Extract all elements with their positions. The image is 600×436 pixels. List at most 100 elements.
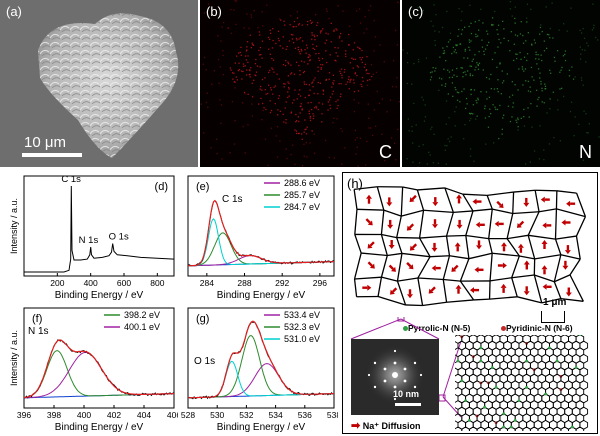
map-dot bbox=[474, 69, 476, 71]
map-dot bbox=[367, 79, 369, 82]
map-dot bbox=[363, 32, 365, 34]
map-dot bbox=[340, 127, 342, 130]
map-dot bbox=[322, 28, 324, 30]
map-dot bbox=[282, 36, 284, 38]
map-dot bbox=[313, 133, 315, 135]
map-dot bbox=[262, 25, 264, 27]
map-dot bbox=[293, 20, 296, 23]
map-dot bbox=[531, 43, 533, 45]
map-dot bbox=[337, 99, 339, 101]
map-dot bbox=[368, 9, 370, 11]
map-dot bbox=[315, 45, 318, 47]
map-dot bbox=[290, 73, 292, 75]
map-dot bbox=[234, 120, 236, 122]
map-dot bbox=[391, 85, 394, 88]
plot-frame bbox=[187, 307, 335, 409]
map-dot bbox=[278, 95, 280, 97]
map-dot bbox=[447, 69, 449, 71]
map-dot bbox=[395, 86, 397, 88]
map-dot bbox=[530, 103, 532, 105]
map-dot bbox=[245, 59, 247, 61]
map-dot bbox=[202, 63, 204, 65]
map-dot bbox=[252, 44, 255, 46]
map-dot bbox=[341, 77, 343, 79]
map-dot bbox=[432, 67, 434, 69]
map-dot bbox=[353, 91, 356, 93]
network-edge bbox=[492, 208, 513, 215]
map-dot bbox=[303, 155, 305, 157]
map-dot bbox=[494, 10, 496, 13]
map-dot bbox=[261, 57, 263, 59]
map-dot bbox=[501, 70, 503, 72]
map-dot bbox=[476, 115, 478, 117]
map-dot bbox=[250, 67, 252, 69]
map-dot bbox=[513, 59, 515, 62]
map-dot bbox=[408, 130, 410, 132]
map-dot bbox=[232, 78, 234, 80]
diffusion-arrow bbox=[388, 264, 396, 272]
map-dot bbox=[543, 50, 546, 52]
map-dot bbox=[264, 89, 266, 91]
map-dot bbox=[290, 15, 292, 17]
map-dot bbox=[417, 58, 420, 61]
map-dot bbox=[442, 47, 444, 49]
map-dot bbox=[461, 10, 463, 13]
x-tick-label: 400 bbox=[77, 410, 91, 420]
map-dot bbox=[496, 66, 498, 68]
map-dot bbox=[253, 10, 255, 12]
map-dot bbox=[238, 52, 240, 54]
map-dot bbox=[396, 44, 398, 46]
network-edge bbox=[354, 186, 378, 190]
map-dot bbox=[305, 128, 307, 130]
map-dot bbox=[541, 101, 543, 103]
map-dot bbox=[519, 33, 522, 35]
map-dot bbox=[295, 130, 298, 132]
map-dot bbox=[581, 79, 583, 81]
map-dot bbox=[330, 22, 332, 24]
map-dot bbox=[564, 59, 567, 62]
pyrrolic-n-site bbox=[525, 386, 528, 389]
map-dot bbox=[430, 20, 432, 22]
map-dot bbox=[262, 109, 264, 112]
map-dot bbox=[213, 70, 215, 72]
network-edge bbox=[459, 280, 475, 301]
map-dot bbox=[284, 64, 287, 67]
map-dot bbox=[314, 152, 316, 154]
map-dot bbox=[285, 148, 287, 150]
map-dot bbox=[326, 10, 328, 12]
map-dot bbox=[470, 117, 472, 120]
map-dot bbox=[303, 81, 305, 83]
map-dot bbox=[493, 88, 496, 90]
map-dot bbox=[444, 149, 446, 151]
map-dot bbox=[493, 142, 495, 144]
map-dot bbox=[252, 44, 254, 46]
map-dot bbox=[341, 163, 343, 165]
map-dot bbox=[383, 159, 386, 162]
network-edge bbox=[519, 255, 535, 260]
map-dot bbox=[467, 70, 469, 72]
scale-bar-network-label: 1 μm bbox=[543, 297, 567, 308]
map-dot bbox=[496, 29, 498, 31]
legend-diffusion: ➡ Na⁺ Diffusion bbox=[351, 420, 421, 432]
map-dot bbox=[268, 84, 270, 86]
map-dot bbox=[397, 1, 399, 3]
map-dot bbox=[296, 98, 298, 100]
map-dot bbox=[447, 138, 449, 140]
diffusion-arrow bbox=[566, 200, 576, 207]
map-dot bbox=[221, 158, 223, 160]
map-dot bbox=[286, 157, 288, 160]
map-dot bbox=[462, 76, 464, 78]
map-dot bbox=[522, 42, 525, 44]
map-dot bbox=[412, 161, 414, 163]
map-dot bbox=[288, 88, 290, 90]
map-dot bbox=[398, 101, 400, 103]
map-dot bbox=[251, 82, 253, 84]
map-dot bbox=[305, 52, 307, 54]
map-dot bbox=[478, 50, 480, 53]
map-dot bbox=[463, 138, 465, 140]
map-dot bbox=[324, 42, 326, 44]
map-dot bbox=[319, 32, 322, 34]
map-dot bbox=[342, 10, 344, 12]
map-dot bbox=[333, 80, 335, 82]
map-dot bbox=[540, 54, 542, 56]
